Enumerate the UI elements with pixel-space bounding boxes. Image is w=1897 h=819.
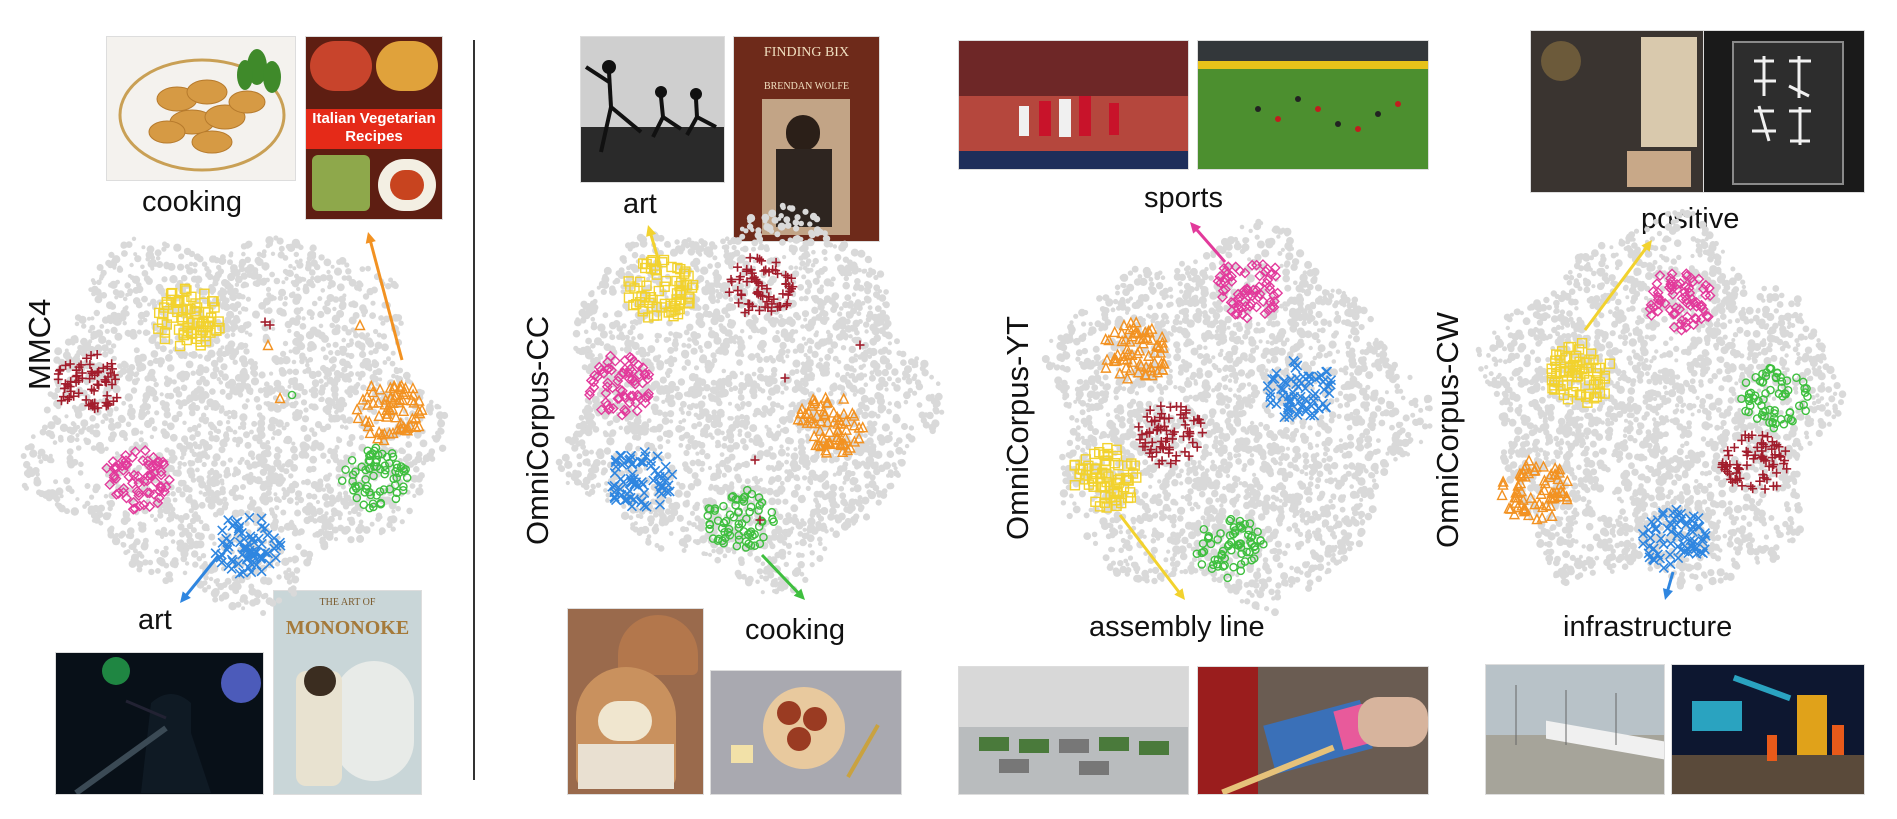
point-cloud-yt — [1042, 219, 1433, 616]
point-cloud-cw — [1476, 209, 1847, 592]
arrow-cw-2 — [1663, 572, 1673, 600]
panel-yt — [1042, 219, 1433, 616]
panel-mmc4 — [21, 232, 449, 616]
panel-cc — [556, 203, 945, 600]
panel-cw — [1476, 209, 1847, 600]
cluster-yt-3 — [1263, 356, 1335, 421]
